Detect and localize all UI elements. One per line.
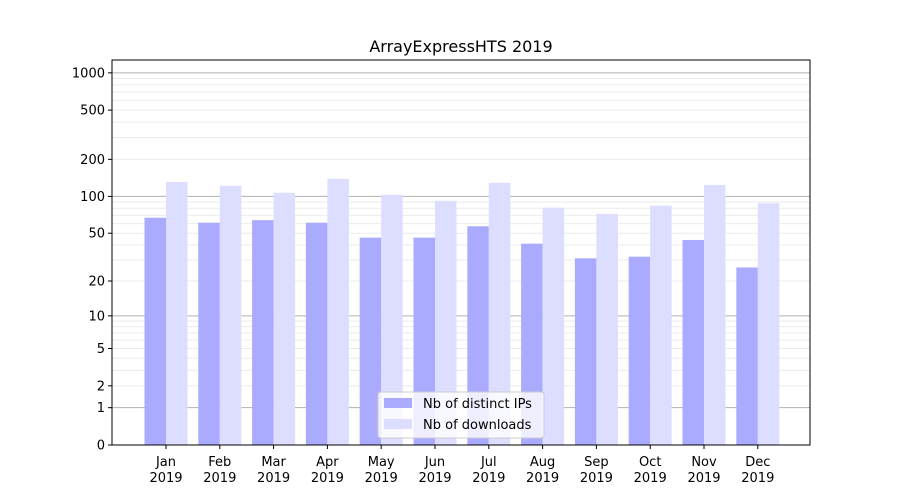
bar-downloads	[435, 200, 457, 445]
x-tick-label: May 2019	[365, 455, 398, 486]
bars	[144, 178, 780, 446]
y-tick-label: 100	[80, 190, 105, 205]
x-tick-label: Nov 2019	[687, 455, 720, 486]
bar-downloads	[488, 182, 511, 445]
bar-downloads	[704, 184, 726, 445]
bar-downloads	[166, 181, 188, 445]
bar-downloads	[381, 194, 403, 445]
legend-label: Nb of distinct IPs	[423, 397, 532, 412]
axes-frame	[111, 59, 811, 446]
y-tick-label: 5	[97, 342, 105, 357]
legend-box	[377, 391, 545, 439]
bar-downloads	[219, 185, 242, 446]
bar-distinct-ips	[198, 222, 220, 445]
x-tick-label: Jun 2019	[418, 455, 451, 486]
x-tick-label: Apr 2019	[311, 455, 344, 486]
bar-distinct-ips	[574, 258, 597, 445]
bar-downloads	[650, 205, 672, 445]
bar-downloads	[542, 207, 565, 445]
y-tick-label: 200	[80, 153, 105, 168]
x-tick-label: Dec 2019	[741, 455, 774, 486]
y-tick-label: 50	[88, 227, 105, 242]
y-tick-label: 10	[88, 309, 105, 324]
x-tick-label: Sep 2019	[580, 455, 613, 486]
x-tick-label: Mar 2019	[257, 455, 290, 486]
y-axis: 0 1 2 5 10 20 50 100 200 500 1000	[72, 66, 112, 454]
y-tick-label: 2	[97, 379, 105, 394]
x-axis: Jan 2019 Feb 2019 Mar 2019 Apr 2019 May 2019 Jun 20…	[149, 445, 774, 486]
x-tick-label: Feb 2019	[203, 455, 236, 486]
x-tick-label: Oct 2019	[634, 455, 667, 486]
y-tick-label: 1000	[72, 66, 105, 81]
bar-downloads	[757, 203, 780, 445]
bar-distinct-ips	[252, 220, 274, 445]
legend-swatch	[384, 419, 412, 429]
y-tick-label: 20	[88, 275, 105, 290]
bar-distinct-ips	[144, 217, 166, 445]
bar-downloads	[327, 178, 349, 446]
legend-swatch	[384, 398, 412, 408]
bar-distinct-ips	[305, 222, 328, 445]
bar-distinct-ips	[628, 256, 651, 445]
y-tick-label: 1	[97, 401, 105, 416]
legend: Nb of distinct IPs Nb of downloads	[377, 391, 545, 439]
bar-distinct-ips	[467, 226, 489, 445]
bar-downloads	[596, 213, 618, 445]
bar-distinct-ips	[359, 237, 382, 445]
bar-downloads	[273, 192, 296, 445]
x-tick-label: Jul 2019	[472, 455, 505, 486]
x-tick-label: Jan 2019	[149, 455, 182, 486]
y-tick-label: 500	[80, 104, 105, 119]
bar-distinct-ips	[736, 267, 758, 445]
legend-label: Nb of downloads	[423, 418, 532, 433]
chart-title: ArrayExpressHTS 2019	[369, 37, 552, 56]
x-tick-label: Aug 2019	[526, 455, 559, 486]
y-tick-label: 0	[97, 439, 105, 454]
bar-distinct-ips	[682, 239, 704, 445]
